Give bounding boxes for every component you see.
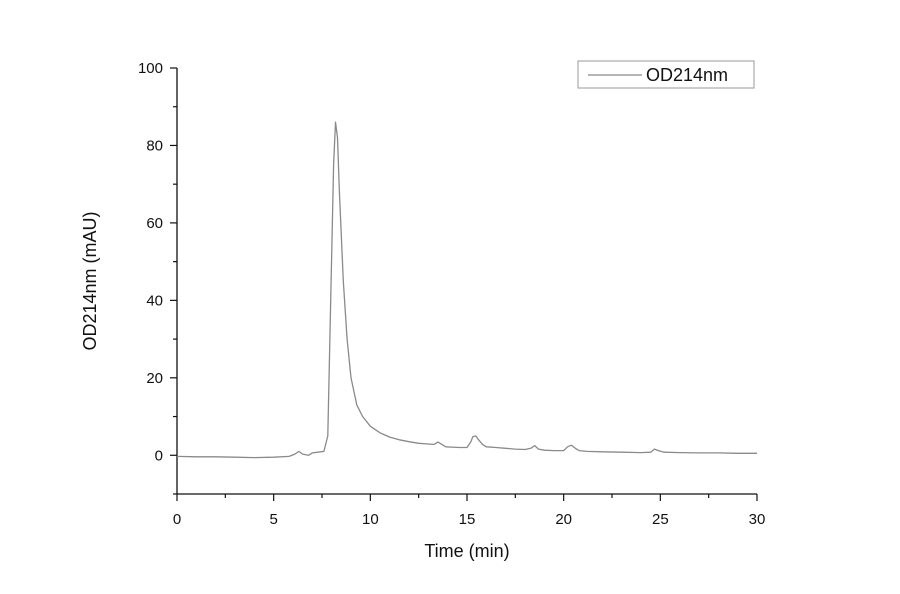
series-line-od214nm	[176, 121, 757, 459]
y-axis-title: OD214nm (mAU)	[80, 211, 100, 350]
x-tick-label: 25	[652, 511, 669, 528]
y-tick-label: 40	[146, 292, 163, 309]
legend-label: OD214nm	[646, 65, 728, 85]
x-axis-title: Time (min)	[424, 541, 509, 561]
axis-ticks	[170, 67, 758, 501]
y-tick-label: 80	[146, 137, 163, 154]
x-tick-label: 15	[459, 511, 476, 528]
x-tick-label: 10	[362, 511, 379, 528]
legend: OD214nm	[577, 60, 755, 89]
tick-labels: 0 5 10 15 20 25 30 0 20 40 60 80 100	[138, 60, 765, 528]
y-tick-label: 100	[138, 60, 163, 77]
x-tick-label: 30	[749, 511, 766, 528]
x-tick-label: 20	[555, 511, 572, 528]
x-tick-label: 0	[173, 511, 181, 528]
y-tick-label: 0	[155, 447, 163, 464]
y-tick-label: 20	[146, 370, 163, 387]
y-tick-label: 60	[146, 215, 163, 232]
x-tick-label: 5	[269, 511, 277, 528]
